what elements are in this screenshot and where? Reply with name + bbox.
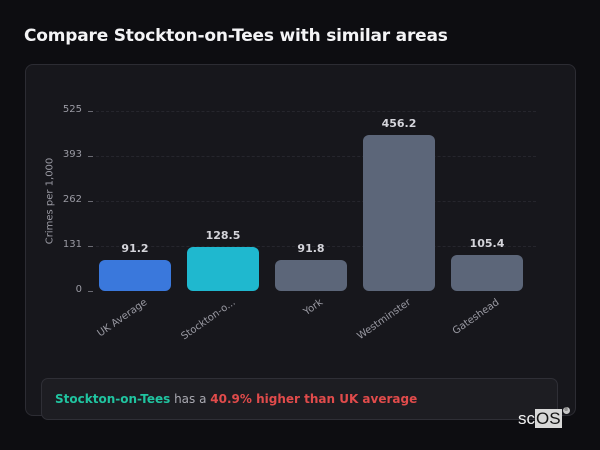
scos-logo: scOS ® xyxy=(518,407,570,428)
bar-value-label: 128.5 xyxy=(205,228,241,242)
y-tick-label: 131 xyxy=(62,239,82,250)
bar-gateshead[interactable] xyxy=(451,254,523,291)
bar-value-label: 91.2 xyxy=(121,241,149,255)
y-tick-label: 393 xyxy=(62,149,82,160)
bar-value-label: 456.2 xyxy=(381,116,417,130)
y-tick-mark xyxy=(88,201,93,202)
bar-value-label: 105.4 xyxy=(469,236,505,250)
chart-card xyxy=(25,64,576,416)
page-title: Compare Stockton-on-Tees with similar ar… xyxy=(24,26,448,46)
insight-connector: has a xyxy=(170,392,211,406)
registered-mark-icon: ® xyxy=(562,407,570,414)
bar-york[interactable] xyxy=(275,259,347,291)
insight-area-name: Stockton-on-Tees xyxy=(55,392,171,406)
bar-value-label: 91.8 xyxy=(297,241,325,255)
insight-box: Stockton-on-Tees has a 40.9% higher than… xyxy=(41,378,558,420)
logo-prefix: sc xyxy=(518,409,535,428)
bar-stockton-on-tees[interactable] xyxy=(187,246,259,291)
y-tick-label: 525 xyxy=(62,104,82,115)
y-tick-mark xyxy=(88,246,93,247)
insight-delta: 40.9% higher than UK average xyxy=(210,392,418,406)
y-tick-mark xyxy=(88,111,93,112)
gridline xyxy=(96,201,536,202)
gridline xyxy=(96,246,536,247)
y-tick-label: 262 xyxy=(62,194,82,205)
logo-suffix: OS xyxy=(535,409,562,428)
bar-westminster[interactable] xyxy=(363,134,435,291)
y-tick-label: 0 xyxy=(75,284,82,295)
y-tick-mark xyxy=(88,156,93,157)
y-tick-mark xyxy=(88,291,93,292)
bar-uk-average[interactable] xyxy=(99,259,171,291)
gridline xyxy=(96,156,536,157)
gridline xyxy=(96,111,536,112)
